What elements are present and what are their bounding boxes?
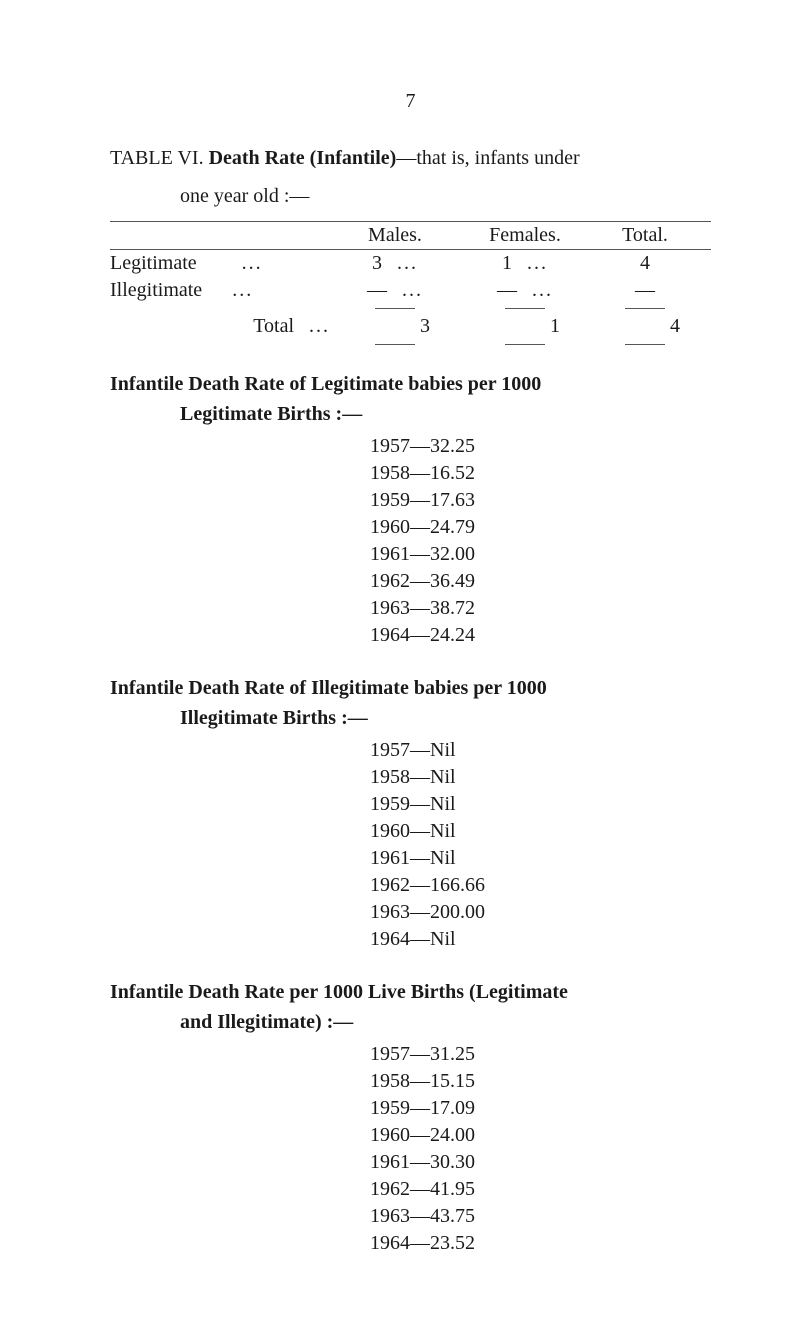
list-item: 1959—17.63 xyxy=(370,487,711,514)
list-item: 1963—200.00 xyxy=(370,899,711,926)
list-item: 1958—15.15 xyxy=(370,1068,711,1095)
header-total: Total. xyxy=(590,224,700,247)
total-label: Total ... xyxy=(110,315,360,338)
section3-list: 1957—31.25 1958—15.15 1959—17.09 1960—24… xyxy=(370,1041,711,1257)
cell-males: — ... xyxy=(330,279,460,302)
section1-list: 1957—32.25 1958—16.52 1959—17.63 1960—24… xyxy=(370,433,711,649)
table-title-prefix: TABLE VI. xyxy=(110,147,204,169)
list-item: 1957—32.25 xyxy=(370,433,711,460)
ellipsis-icon: ... xyxy=(527,252,548,274)
section-title-text: Infantile Death Rate of Legitimate babie… xyxy=(110,373,541,395)
list-item: 1963—38.72 xyxy=(370,595,711,622)
horizontal-rule-icon xyxy=(625,344,665,345)
header-blank xyxy=(110,224,330,247)
list-item: 1964—23.52 xyxy=(370,1230,711,1257)
list-item: 1960—24.79 xyxy=(370,514,711,541)
table-title-rest: —that is, infants under xyxy=(396,147,579,169)
section2-list: 1957—Nil 1958—Nil 1959—Nil 1960—Nil 1961… xyxy=(370,737,711,953)
ellipsis-icon: ... xyxy=(397,252,418,274)
table-title-line2: one year old :— xyxy=(180,181,711,211)
section-sub-text: and Illegitimate) :— xyxy=(180,1011,353,1033)
table-header-row: Males. Females. Total. xyxy=(110,221,711,250)
total-label-text: Total xyxy=(253,315,294,337)
cell-value: — xyxy=(497,279,517,301)
row-label: Illegitimate ... xyxy=(110,279,330,302)
horizontal-rule-icon xyxy=(625,308,665,309)
row-label-text: Legitimate xyxy=(110,252,197,274)
horizontal-rule-icon xyxy=(505,308,545,309)
rule-row xyxy=(110,304,711,309)
cell-value: — xyxy=(367,279,387,301)
section3-title: Infantile Death Rate per 1000 Live Birth… xyxy=(110,977,711,1037)
cell-value: 3 xyxy=(372,252,382,274)
section-sub-text: Illegitimate Births :— xyxy=(180,707,368,729)
ellipsis-icon: ... xyxy=(309,315,330,337)
cell-value: 1 xyxy=(502,252,512,274)
rule-row xyxy=(110,340,711,345)
total-total: 4 xyxy=(620,315,730,338)
table-row: Illegitimate ... — ... — ... — xyxy=(110,277,711,304)
list-item: 1961—Nil xyxy=(370,845,711,872)
total-males: 3 xyxy=(360,315,490,338)
list-item: 1962—166.66 xyxy=(370,872,711,899)
section-sub-text: Legitimate Births :— xyxy=(180,403,362,425)
section-title-text: Infantile Death Rate of Illegitimate bab… xyxy=(110,677,547,699)
page-number: 7 xyxy=(110,90,711,113)
list-item: 1961—30.30 xyxy=(370,1149,711,1176)
list-item: 1962—41.95 xyxy=(370,1176,711,1203)
section1-title: Infantile Death Rate of Legitimate babie… xyxy=(110,369,711,429)
list-item: 1959—17.09 xyxy=(370,1095,711,1122)
ellipsis-icon: ... xyxy=(532,279,553,301)
list-item: 1959—Nil xyxy=(370,791,711,818)
section-title-text: Infantile Death Rate per 1000 Live Birth… xyxy=(110,981,568,1003)
cell-females: 1 ... xyxy=(460,252,590,275)
cell-total: — xyxy=(590,279,700,302)
table-title-bold: Death Rate (Infantile) xyxy=(209,147,397,169)
section2-title: Infantile Death Rate of Illegitimate bab… xyxy=(110,673,711,733)
list-item: 1964—24.24 xyxy=(370,622,711,649)
horizontal-rule-icon xyxy=(375,344,415,345)
ellipsis-icon: ... xyxy=(242,252,263,274)
list-item: 1958—Nil xyxy=(370,764,711,791)
list-item: 1960—Nil xyxy=(370,818,711,845)
horizontal-rule-icon xyxy=(505,344,545,345)
list-item: 1963—43.75 xyxy=(370,1203,711,1230)
header-males: Males. xyxy=(330,224,460,247)
cell-females: — ... xyxy=(460,279,590,302)
document-page: 7 TABLE VI. Death Rate (Infantile)—that … xyxy=(0,0,801,1307)
ellipsis-icon: ... xyxy=(402,279,423,301)
horizontal-rule-icon xyxy=(375,308,415,309)
row-label-text: Illegitimate xyxy=(110,279,202,301)
header-females: Females. xyxy=(460,224,590,247)
total-females: 1 xyxy=(490,315,620,338)
cell-total: 4 xyxy=(590,252,700,275)
list-item: 1961—32.00 xyxy=(370,541,711,568)
table-title: TABLE VI. Death Rate (Infantile)—that is… xyxy=(110,143,711,173)
list-item: 1958—16.52 xyxy=(370,460,711,487)
list-item: 1957—Nil xyxy=(370,737,711,764)
table-total-row: Total ... 3 1 4 xyxy=(110,309,711,340)
list-item: 1957—31.25 xyxy=(370,1041,711,1068)
ellipsis-icon: ... xyxy=(232,279,253,301)
row-label: Legitimate ... xyxy=(110,252,330,275)
cell-males: 3 ... xyxy=(330,252,460,275)
list-item: 1960—24.00 xyxy=(370,1122,711,1149)
table-row: Legitimate ... 3 ... 1 ... 4 xyxy=(110,250,711,277)
list-item: 1964—Nil xyxy=(370,926,711,953)
list-item: 1962—36.49 xyxy=(370,568,711,595)
